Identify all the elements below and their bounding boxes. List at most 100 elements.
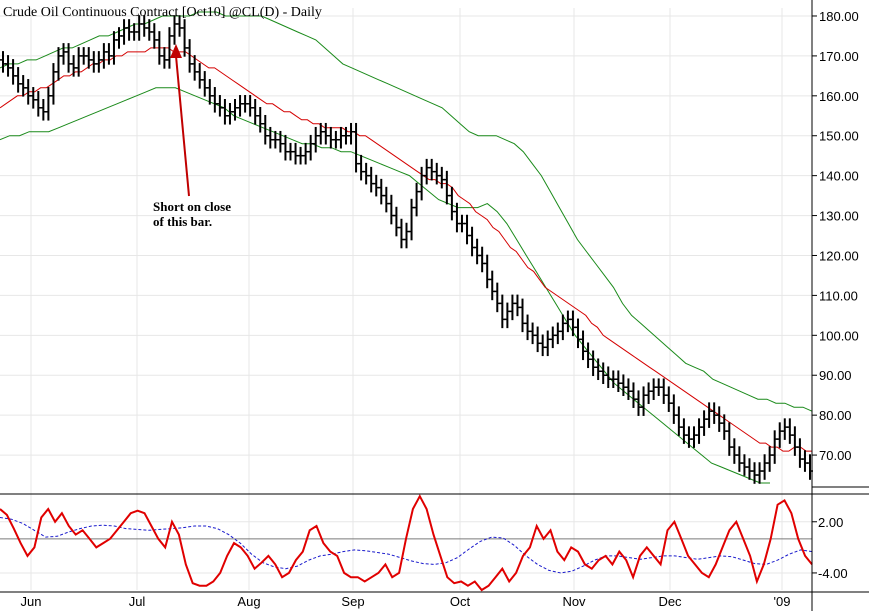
price-bar <box>121 19 128 45</box>
annotation-arrow-head <box>170 44 182 58</box>
price-bar <box>696 418 703 444</box>
signal-line <box>0 517 813 574</box>
price-bar <box>751 462 758 484</box>
price-bar <box>685 426 692 448</box>
price-bar <box>569 310 576 337</box>
price-bar <box>529 322 536 345</box>
price-bar <box>247 95 254 117</box>
price-bar <box>70 55 77 77</box>
price-bar <box>670 394 677 424</box>
price-bar <box>519 298 526 333</box>
price-bar <box>539 334 546 357</box>
price-bar <box>701 410 708 436</box>
chart-title: Crude Oil Continuous Contract [Oct10] @C… <box>3 5 322 20</box>
x-tick-label: Sep <box>341 594 364 609</box>
price-bar <box>469 226 476 257</box>
price-bar <box>196 63 203 89</box>
price-bar <box>221 99 228 125</box>
x-tick-label: Aug <box>237 594 260 609</box>
price-bar <box>423 158 430 185</box>
price-bar <box>640 386 647 416</box>
price-bar <box>307 134 314 161</box>
price-bar <box>337 126 344 149</box>
y-tick-label: 140.00 <box>819 169 859 184</box>
price-bars <box>0 15 813 484</box>
price-bar <box>353 122 360 173</box>
price-bar <box>40 99 47 121</box>
price-bar <box>635 390 642 416</box>
y-tick-label: 110.00 <box>819 288 858 303</box>
moving-average-line <box>0 47 812 452</box>
price-bar <box>605 366 612 389</box>
price-bar <box>746 458 753 480</box>
price-bar <box>786 418 793 444</box>
price-bar <box>211 87 218 113</box>
price-bar <box>504 302 511 329</box>
price-bar <box>791 426 798 456</box>
price-bar <box>731 438 738 464</box>
price-bar <box>675 406 682 436</box>
price-bar <box>801 450 808 472</box>
price-bar <box>741 454 748 476</box>
price-bar <box>680 418 687 444</box>
price-bar <box>721 414 728 440</box>
price-bar <box>126 19 133 41</box>
price-bar <box>766 446 773 472</box>
price-bar <box>282 134 289 161</box>
price-bar <box>716 406 723 432</box>
price-bar <box>650 378 657 400</box>
price-bar <box>509 294 516 321</box>
trade-annotation: Short on close of this bar. <box>153 44 231 229</box>
price-bar <box>368 166 375 193</box>
y-tick-label: 70.00 <box>819 448 852 463</box>
price-bar <box>665 386 672 412</box>
price-bar <box>0 51 6 73</box>
price-bar <box>761 454 768 480</box>
price-bar <box>161 47 168 69</box>
price-bar <box>781 418 788 440</box>
oscillator-panel <box>0 494 813 592</box>
price-bar <box>60 43 67 65</box>
price-bar <box>534 326 541 353</box>
price-bar <box>302 142 309 165</box>
price-bar <box>438 166 445 189</box>
price-bar <box>181 19 188 57</box>
moving-average <box>0 47 812 452</box>
price-bar <box>90 51 97 73</box>
price-bar <box>554 322 561 345</box>
price-bar <box>544 330 551 357</box>
price-bar <box>10 59 17 85</box>
x-tick-label: Nov <box>562 594 586 609</box>
price-bar <box>312 126 319 153</box>
price-bar <box>726 422 733 456</box>
price-bar <box>474 238 481 265</box>
price-bar <box>358 154 365 181</box>
price-bar <box>388 194 395 225</box>
price-bar <box>564 310 571 333</box>
price-bar <box>630 382 637 408</box>
oscillator-tick-label: 2.00 <box>818 515 843 530</box>
price-bar <box>20 75 27 97</box>
x-tick-label: Oct <box>450 594 471 609</box>
price-bar <box>55 47 62 81</box>
price-bar <box>378 178 385 205</box>
price-bar <box>363 162 370 185</box>
annotation-arrow-line <box>175 55 190 197</box>
price-bar <box>45 87 52 121</box>
price-bar <box>110 31 117 65</box>
price-bar <box>383 186 390 213</box>
price-bar <box>191 55 198 81</box>
price-bar <box>322 122 329 145</box>
price-bar <box>237 95 244 117</box>
price-bar <box>413 182 420 217</box>
price-bar <box>151 23 158 49</box>
price-bar <box>690 426 697 448</box>
x-tick-label: Dec <box>658 594 682 609</box>
annotation-text-line2: of this bar. <box>153 214 212 229</box>
price-bar <box>15 67 22 93</box>
price-bar <box>252 99 259 125</box>
envelope-bands <box>0 11 813 484</box>
